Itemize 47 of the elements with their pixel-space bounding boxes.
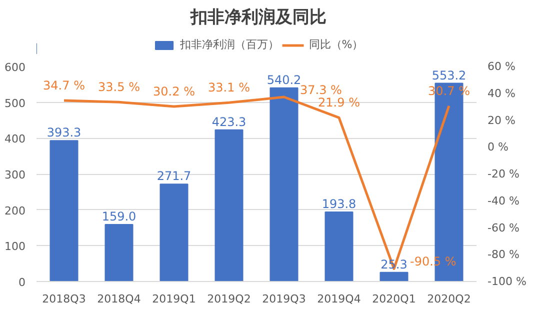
bar <box>160 184 188 282</box>
data-label: 393.3 <box>46 126 82 140</box>
x-tick-label: 2019Q4 <box>317 292 361 306</box>
data-label: 540.2 <box>266 72 302 87</box>
y-tick-label: 100 <box>4 240 26 254</box>
x-tick-label: 2020Q2 <box>427 292 471 306</box>
data-label: 553.2 <box>432 68 466 82</box>
y2-tick-label: 60 % <box>488 60 516 73</box>
y2-tick-label: -20 % <box>488 168 520 180</box>
bar <box>380 272 408 282</box>
y2-tick-label: 40 % <box>488 86 516 100</box>
data-label: 271.7 <box>156 169 192 184</box>
bar <box>214 129 244 282</box>
bar <box>270 87 298 282</box>
data-label: 34.7 % <box>43 78 85 92</box>
x-tick-label: 2018Q4 <box>97 292 141 306</box>
y-tick-label: 500 <box>4 96 26 110</box>
data-label: 193.8 <box>322 197 356 212</box>
y2-tick-label: 20 % <box>488 114 516 127</box>
y-tick-label: 200 <box>4 204 26 218</box>
y2-tick-label: 0 % <box>488 140 508 154</box>
data-label: 33.5 % <box>98 80 140 94</box>
bar <box>104 224 134 282</box>
legend-label: 同比（%） <box>308 37 364 52</box>
data-label: 423.3 <box>212 114 246 129</box>
y2-tick-label: -100 % <box>488 275 526 288</box>
legend-label: 扣非净利润（百万） <box>180 37 279 52</box>
x-tick-label: 2019Q2 <box>207 292 251 306</box>
data-label: 21.9 % <box>318 96 360 110</box>
y2-tick-label: -40 % <box>488 194 520 208</box>
data-label: 30.2 % <box>153 84 195 99</box>
x-tick-label: 2018Q3 <box>42 292 86 306</box>
y-tick-label: 0 <box>18 276 26 289</box>
x-tick-label: 2019Q3 <box>262 292 306 306</box>
y-tick-label: 600 <box>4 61 26 74</box>
y2-tick-label: -60 % <box>488 221 520 234</box>
y-tick-label: 300 <box>4 168 26 182</box>
bar <box>50 140 78 282</box>
chart-title: 扣非净利润及同比 <box>190 8 326 28</box>
y2-tick-label: -80 % <box>488 248 520 262</box>
x-tick-label: 2020Q1 <box>372 292 416 306</box>
data-label: 159.0 <box>102 210 136 224</box>
y-tick-label: 400 <box>4 132 26 146</box>
data-label: 33.1 % <box>208 80 250 95</box>
data-label: 37.3 % <box>300 83 342 98</box>
bar <box>324 212 354 282</box>
x-tick-label: 2019Q1 <box>152 292 196 306</box>
